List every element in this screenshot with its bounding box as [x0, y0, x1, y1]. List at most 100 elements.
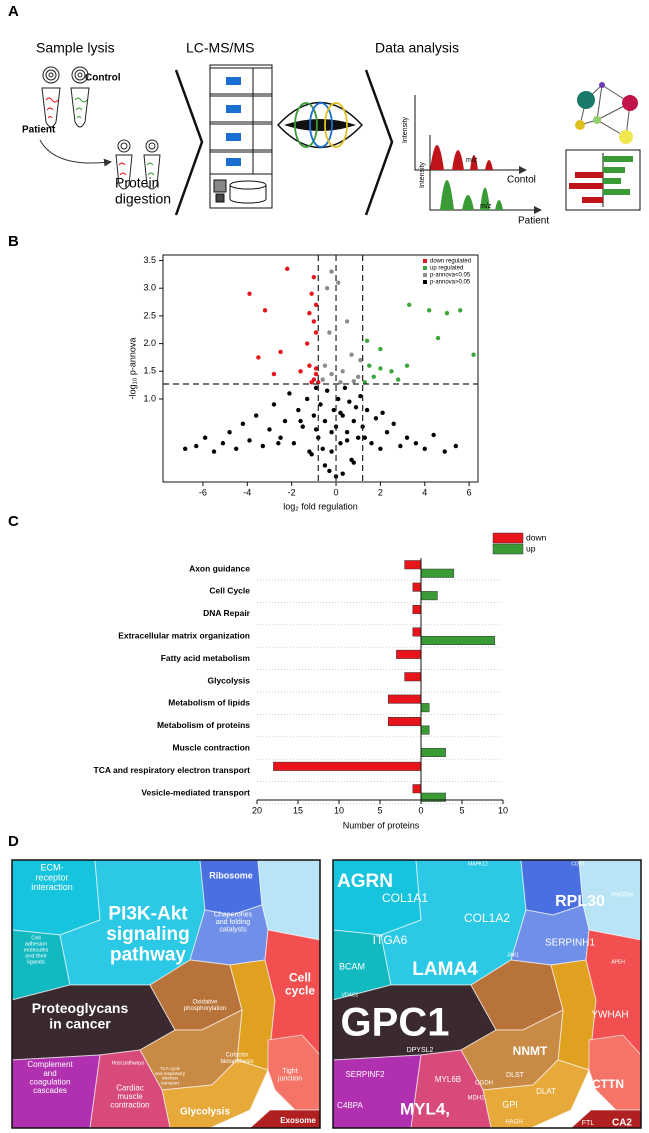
cell-label: TCA cycle	[160, 1066, 181, 1071]
category-label: Cell Cycle	[209, 586, 250, 596]
workflow: Sample lysis LC-MS/MS Data analysis Cont…	[22, 40, 641, 227]
axis-label: Intensity	[402, 116, 409, 143]
category-label: Muscle contraction	[173, 742, 250, 752]
point	[413, 441, 419, 446]
point	[309, 380, 314, 385]
point	[371, 374, 376, 380]
cell-label: GPC1	[341, 1001, 450, 1045]
cell-label: Exosome	[280, 1116, 316, 1125]
point	[278, 349, 283, 355]
bar	[412, 582, 422, 592]
cell-label: FTL	[582, 1120, 595, 1127]
cell-label: receptor	[35, 872, 68, 882]
point	[278, 435, 283, 440]
axis-label: m/z	[466, 157, 478, 164]
cell-label: BCAM	[339, 961, 365, 971]
cell-label: VDAC1	[342, 992, 359, 998]
axis-label: Intensity	[419, 161, 426, 188]
point	[267, 427, 272, 432]
point	[358, 357, 363, 363]
treemap-cell	[410, 1049, 492, 1129]
legend-swatch	[423, 266, 427, 270]
point	[336, 280, 341, 285]
point	[356, 435, 361, 440]
cell-label: DLST	[506, 1072, 525, 1079]
point	[311, 319, 317, 324]
cell-label: LAMA4	[412, 959, 478, 980]
cell-label: OGDH	[475, 1081, 493, 1087]
cell-label: Cofactor	[226, 1052, 249, 1058]
point	[426, 308, 432, 313]
point	[364, 338, 370, 344]
point	[296, 407, 301, 413]
cell-label: ECM-	[41, 863, 64, 873]
point	[364, 407, 370, 413]
point	[378, 446, 383, 451]
chevron	[174, 69, 204, 216]
point	[182, 446, 188, 451]
cell-label: Cell	[289, 971, 311, 985]
point	[260, 443, 266, 449]
legend-label: p-annova>0.05	[430, 280, 471, 286]
chevron	[364, 69, 394, 216]
volcano-plot: -6 -4 -2 0 2 4 6 1.0 1.5 2.0 2.5 3.0 3.5 log₂ fold re…	[127, 254, 479, 511]
cell-label: YWHAH	[591, 1010, 628, 1021]
lc-column	[276, 101, 364, 149]
point	[271, 371, 277, 377]
point	[311, 274, 317, 280]
point	[202, 435, 208, 440]
spectra: Intensity m/z Contol Intensity m/z Patie…	[402, 95, 549, 227]
cell-label: ITGA6	[373, 933, 408, 947]
bar	[404, 672, 422, 682]
bar	[420, 568, 455, 578]
point	[395, 377, 401, 382]
x-tick-label: -2	[288, 487, 296, 497]
point	[380, 410, 385, 415]
y-tick-label: 3.0	[143, 283, 156, 293]
cell-label: Complement	[27, 1060, 73, 1069]
point	[307, 310, 312, 316]
point	[309, 291, 314, 296]
point	[378, 366, 383, 371]
point	[338, 410, 343, 415]
point	[322, 463, 328, 468]
point	[313, 330, 319, 335]
cell-label: interaction	[31, 882, 73, 892]
point	[404, 363, 410, 368]
cell-label: PHGDH	[611, 893, 633, 899]
x-tick-label: 0	[334, 487, 339, 497]
legend-label: up	[526, 543, 536, 553]
point	[398, 443, 403, 449]
point	[369, 441, 374, 446]
cell-label: Proteoglycans	[32, 1000, 129, 1016]
panel-label: A	[8, 3, 19, 20]
cell-label: C4BPA	[337, 1101, 363, 1110]
point	[347, 399, 352, 404]
cell-label: Host pathways	[112, 1060, 145, 1066]
point	[300, 424, 305, 429]
bar	[412, 627, 422, 637]
x-tick-label: 4	[422, 487, 427, 497]
legend-swatch	[423, 273, 427, 277]
legend-swatch	[492, 543, 524, 555]
spectrum-label: Patient	[518, 216, 549, 227]
bar	[420, 635, 496, 645]
x-tick-label: 20	[252, 805, 262, 815]
treemap-frame	[332, 859, 642, 1129]
point	[291, 441, 297, 446]
point	[271, 402, 277, 407]
treemap	[11, 859, 321, 1129]
bar	[387, 694, 422, 704]
cell-label: GPI	[502, 1099, 518, 1109]
point	[431, 432, 436, 438]
point	[253, 413, 259, 418]
panel-label: D	[8, 833, 19, 850]
legend-label: up regulated	[430, 266, 463, 272]
point	[444, 310, 450, 316]
point	[282, 418, 288, 424]
cell-label: Tight	[282, 1068, 297, 1075]
point	[320, 446, 325, 451]
point	[247, 438, 252, 443]
cell-label: AGRN	[337, 871, 393, 892]
